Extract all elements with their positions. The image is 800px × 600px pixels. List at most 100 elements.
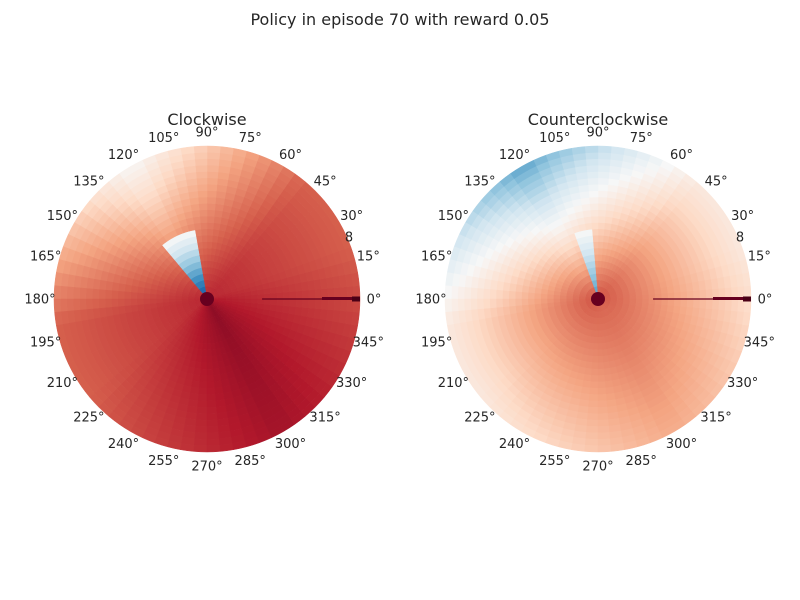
heatmap-cell (597, 266, 602, 274)
heatmap-cell (124, 284, 132, 293)
heatmap-cell (206, 279, 209, 287)
heatmap-cell (588, 400, 599, 408)
heatmap-cell (476, 298, 484, 310)
heatmap-cell (321, 298, 329, 310)
angle-tick-label: 315° (700, 411, 731, 426)
heatmap-cell (162, 294, 170, 300)
figure-suptitle: Policy in episode 70 with reward 0.05 (250, 10, 549, 29)
angle-tick-label: 45° (705, 174, 728, 189)
heatmap-cell (196, 406, 208, 415)
heatmap-cell (597, 400, 608, 408)
heatmap-cell (206, 425, 219, 434)
heatmap-cell (712, 298, 720, 310)
heatmap-cell (673, 305, 681, 314)
heatmap-cell (470, 287, 478, 300)
heatmap-cell (238, 298, 246, 303)
heatmap-cell (587, 413, 599, 421)
heatmap-cell (482, 288, 491, 300)
heatmap-cell (206, 400, 217, 408)
heatmap-cell (572, 296, 580, 300)
heatmap-cell (463, 298, 472, 311)
heatmap-cell (340, 298, 348, 312)
heatmap-cell (731, 298, 739, 312)
heatmap-cell (123, 291, 132, 300)
heatmap-cell (586, 164, 599, 173)
heatmap-cell (295, 298, 303, 308)
heatmap-cell (597, 241, 604, 249)
plot-title: Clockwise (167, 110, 246, 129)
heatmap-cell (705, 298, 714, 310)
heatmap-cell (588, 393, 599, 402)
heatmap-cell (206, 241, 213, 249)
heatmap-cell (597, 203, 607, 211)
heatmap-cell (584, 152, 599, 160)
heatmap-cell (597, 190, 608, 198)
heatmap-cell (673, 298, 682, 307)
heatmap-cell (206, 413, 218, 421)
heatmap-cell (201, 241, 208, 249)
heatmap-cell (629, 298, 637, 303)
angle-tick-label: 60° (670, 148, 693, 163)
angle-tick-label: 300° (666, 437, 697, 452)
heatmap-cell (597, 425, 610, 434)
heatmap-cell (661, 298, 669, 306)
angle-tick-label: 105° (539, 131, 570, 146)
heatmap-cell (308, 289, 316, 300)
heatmap-cell (275, 304, 284, 313)
heatmap-cell (578, 297, 586, 300)
plot-title: Counterclockwise (528, 110, 668, 129)
marker-tip (352, 296, 360, 302)
heatmap-cell (603, 222, 612, 231)
heatmap-cell (597, 158, 611, 166)
heatmap-cell (206, 215, 215, 224)
angle-tick-label: 255° (539, 454, 570, 469)
heatmap-cell (589, 203, 599, 211)
heatmap-cell (680, 298, 688, 308)
angle-tick-label: 30° (731, 209, 754, 224)
heatmap-cell (199, 215, 208, 224)
heatmap-cell (193, 438, 208, 446)
heatmap-cell (197, 196, 208, 205)
heatmap-cell (686, 298, 694, 308)
heatmap-cell (597, 406, 609, 415)
heatmap-cell (206, 254, 212, 262)
heatmap-cell (206, 171, 219, 179)
heatmap-cell (136, 286, 145, 294)
heatmap-cell (502, 290, 510, 300)
heatmap-cell (195, 425, 208, 434)
center-marker (200, 292, 214, 306)
heatmap-cell (91, 298, 100, 310)
marker-tip (743, 296, 751, 302)
heatmap-cell (206, 381, 216, 389)
heatmap-cell (588, 342, 595, 351)
marker-layer (200, 292, 360, 306)
heatmap-cell (476, 288, 484, 300)
heatmap-cell (206, 387, 216, 395)
heatmap-cell (585, 432, 599, 440)
heatmap-cell (327, 298, 335, 311)
heatmap-cell (195, 355, 203, 363)
heatmap-cell (123, 298, 132, 307)
heatmap-cell (597, 260, 602, 268)
heatmap-cell (206, 273, 210, 281)
heatmap-cell (586, 171, 599, 179)
heatmap-cell (244, 298, 252, 304)
heatmap-cell (193, 367, 202, 376)
angle-tick-label: 150° (47, 209, 78, 224)
heatmap-cell (203, 330, 208, 338)
polar-plot-clockwise: Clockwise 0° 15° 30° 45° 60° 75° 90° 105° 120° 13… (24, 110, 384, 475)
heatmap-cell (591, 362, 599, 370)
heatmap-cell (130, 298, 138, 306)
heatmap-cell (72, 298, 81, 311)
heatmap-cell (482, 298, 491, 310)
angle-tick-label: 315° (309, 411, 340, 426)
heatmap-cell (451, 285, 459, 300)
heatmap-cell (200, 362, 208, 370)
heatmap-cell (604, 380, 614, 389)
heatmap-cell (546, 294, 554, 300)
heatmap-cell (533, 293, 542, 300)
heatmap-cell (692, 298, 701, 309)
heatmap-cell (647, 303, 656, 310)
heatmap-cell (514, 298, 523, 307)
heatmap-cell (654, 293, 663, 300)
